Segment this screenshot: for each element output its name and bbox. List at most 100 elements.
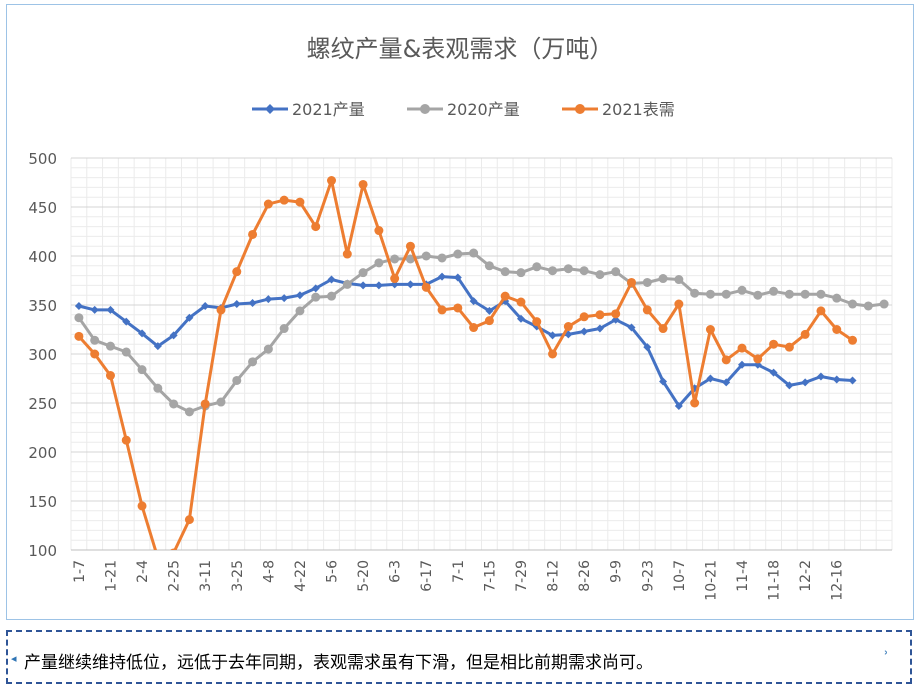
chart-title: 螺纹产量&表观需求（万吨） <box>307 35 614 63</box>
data-point <box>184 407 194 417</box>
data-point <box>801 378 810 387</box>
data-point <box>816 372 825 381</box>
data-point <box>170 548 178 550</box>
legend-label: 2020产量 <box>447 100 520 119</box>
data-point <box>342 279 352 289</box>
data-point <box>358 268 368 278</box>
x-tick-label: 6-17 <box>419 560 435 592</box>
data-point <box>690 288 700 298</box>
data-point <box>485 306 494 315</box>
data-point <box>248 229 258 239</box>
x-tick-label: 5-20 <box>356 560 372 592</box>
data-point <box>374 258 384 268</box>
data-point <box>232 375 242 385</box>
y-tick-label: 400 <box>28 248 57 266</box>
data-point <box>263 199 273 209</box>
data-point <box>753 354 763 364</box>
x-tick-label: 8-26 <box>577 560 593 592</box>
data-point <box>390 274 400 284</box>
data-point <box>74 301 83 310</box>
legend-label: 2021表需 <box>602 100 675 119</box>
data-point <box>690 398 700 408</box>
data-point <box>295 306 305 316</box>
data-point <box>264 295 273 304</box>
data-point <box>311 292 321 302</box>
data-point <box>784 289 794 299</box>
legend-swatch-marker <box>265 104 275 114</box>
data-point <box>279 324 289 334</box>
data-point <box>437 305 447 315</box>
data-point <box>311 222 321 232</box>
axes: 100 150 200 250 300 350 400 450 500 1-7 1-21 2-4 2-2… <box>28 150 892 601</box>
data-point <box>785 381 794 390</box>
data-point <box>200 399 210 409</box>
data-point <box>374 281 383 290</box>
x-tick-label: 9-9 <box>609 560 625 583</box>
data-point <box>421 251 431 261</box>
x-tick-label: 1-7 <box>72 560 88 583</box>
data-point <box>548 266 558 276</box>
data-point <box>532 317 542 327</box>
x-tick-label: 9-23 <box>640 560 656 592</box>
data-point <box>279 195 289 205</box>
series-1 <box>74 272 857 410</box>
data-point <box>769 368 778 377</box>
y-tick-label: 300 <box>28 346 57 364</box>
data-point <box>595 310 605 320</box>
data-point <box>232 300 241 309</box>
data-point <box>248 299 257 308</box>
data-point <box>627 323 636 332</box>
data-point <box>848 376 857 385</box>
data-point <box>74 331 84 341</box>
x-tick-label: 4-8 <box>261 560 277 583</box>
data-point <box>722 378 731 387</box>
data-point <box>832 293 842 303</box>
data-point <box>500 291 510 301</box>
data-point <box>595 270 605 280</box>
data-point <box>516 297 526 307</box>
data-point <box>674 275 684 285</box>
y-tick-label: 350 <box>28 297 57 315</box>
legend-swatch-marker <box>420 104 430 114</box>
data-point <box>579 266 589 276</box>
caption-right-marker: ʾ <box>884 648 889 666</box>
data-point <box>832 375 841 384</box>
data-point <box>658 324 668 334</box>
series-group <box>74 176 889 550</box>
data-point <box>484 261 494 271</box>
data-point <box>122 317 131 326</box>
x-tick-label: 12-2 <box>798 560 814 592</box>
data-point <box>659 377 668 386</box>
data-point <box>800 329 810 339</box>
x-tick-label: 8-12 <box>546 560 562 592</box>
x-tick-label: 10-21 <box>703 560 719 601</box>
data-point <box>626 277 636 287</box>
x-tick-label: 10-7 <box>672 560 688 592</box>
x-tick-label: 3-11 <box>198 560 214 592</box>
data-point <box>185 313 194 322</box>
data-point <box>405 241 415 251</box>
data-point <box>327 176 337 186</box>
data-point <box>169 399 179 409</box>
data-point <box>563 322 573 332</box>
data-point <box>611 309 621 319</box>
x-tick-label: 2-25 <box>167 560 183 592</box>
chart-svg: 螺纹产量&表观需求（万吨） 2021产量 2020产量 2021表需 100 150 2… <box>28 35 893 601</box>
data-point <box>595 324 604 333</box>
data-point <box>311 284 320 293</box>
y-tick-label: 250 <box>28 395 57 413</box>
data-point <box>674 401 683 410</box>
x-tick-label: 7-15 <box>482 560 498 592</box>
data-point <box>390 254 400 264</box>
data-point <box>516 268 526 278</box>
caption-text: 产量继续维持低位，远低于去年同期，表观需求虽有下滑，但是相比前期需求尚可。 <box>24 653 653 673</box>
x-tick-label: 11-18 <box>767 560 783 601</box>
data-point <box>90 305 99 314</box>
data-point <box>484 316 494 326</box>
data-point <box>421 282 431 292</box>
data-point <box>863 301 873 311</box>
data-point <box>137 501 147 511</box>
caption-left-marker: ◂ <box>11 652 17 665</box>
data-point <box>121 347 131 357</box>
data-point <box>642 305 652 315</box>
